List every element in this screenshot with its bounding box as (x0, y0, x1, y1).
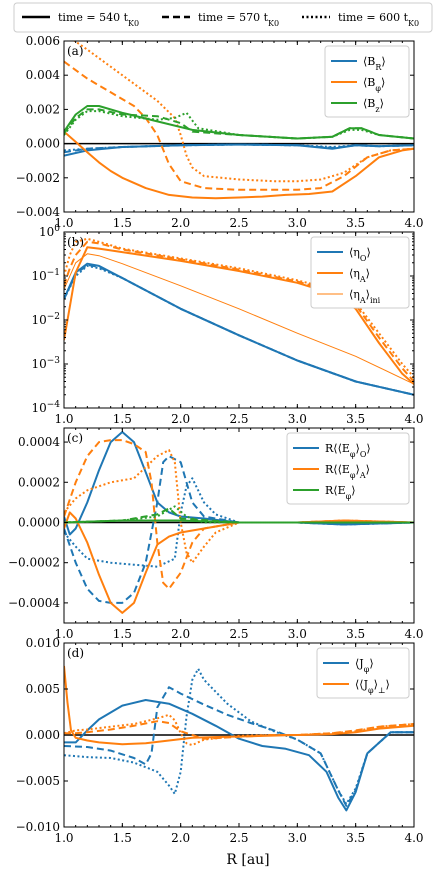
series-line (64, 455, 414, 604)
x-tick-label: 1.5 (113, 831, 132, 845)
x-tick-label: 1.0 (54, 216, 73, 230)
y-tick-label: 0.004 (26, 68, 61, 82)
series-line (64, 477, 414, 568)
top-legend-label: time = 600 tK0 (338, 11, 419, 28)
x-tick-label: 3.0 (288, 216, 307, 230)
top-legend: time = 540 tK0 time = 570 tK0 time = 600 t… (13, 2, 433, 33)
y-tick-label: 0.002 (26, 102, 60, 116)
y-tick-label: 0.0004 (18, 435, 60, 449)
x-tick-label: 2.0 (171, 412, 190, 426)
y-tick-label: −0.010 (16, 820, 60, 834)
panel-label: (d) (67, 646, 84, 660)
y-tick-label: 0.010 (26, 636, 60, 650)
panel-label: (c) (67, 431, 83, 445)
y-tick-label: 0.0000 (18, 515, 60, 529)
x-tick-label: 2.0 (171, 216, 190, 230)
y-tick-label: −0.0004 (8, 596, 60, 610)
legend-frame (324, 45, 410, 118)
x-tick-label: 4.0 (404, 831, 423, 845)
y-tick-label: −0.002 (16, 171, 60, 185)
x-tick-label: 3.0 (288, 627, 307, 641)
y-tick-label: −0.004 (16, 205, 61, 219)
panel-label: (b) (67, 235, 84, 249)
panel-a: 1.0 1.5 2.0 2.5 3.0 3.5 4.0 −0.004 −0.002 0.000 0.… (16, 34, 424, 230)
series-line (64, 246, 414, 385)
x-tick-label: 4.0 (404, 216, 423, 230)
y-tick-label: 0.006 (26, 34, 60, 48)
y-tick-label: 10−2 (31, 312, 60, 327)
x-tick-label: 1.5 (113, 627, 132, 641)
x-tick-label: 3.0 (288, 412, 307, 426)
x-tick-label: 1.5 (113, 412, 132, 426)
x-tick-label: 4.0 (404, 412, 423, 426)
series-line (64, 110, 414, 140)
legend-frame (310, 236, 410, 309)
series-line (64, 264, 414, 396)
x-axis-label: R [au] (226, 852, 269, 868)
series-line (64, 130, 414, 200)
legend-label: ⟨Bz⟩ (363, 97, 384, 114)
series-line (64, 720, 414, 740)
top-legend-label: time = 570 tK0 (198, 11, 279, 28)
x-tick-label: 2.5 (229, 627, 248, 641)
series-group (64, 665, 414, 812)
series-line (64, 699, 414, 812)
x-tick-label: 4.0 (404, 627, 423, 641)
x-tick-label: 2.0 (171, 627, 190, 641)
top-legend-frame (13, 2, 433, 33)
panels: 1.0 1.5 2.0 2.5 3.0 3.5 4.0 −0.004 −0.002 0.000 0.… (8, 34, 424, 845)
y-tick-label: 10−1 (31, 268, 60, 283)
series-line (64, 507, 414, 524)
y-tick-label: 0.000 (26, 137, 60, 151)
series-line (64, 263, 414, 396)
panel-b: 1.0 1.5 2.0 2.5 3.0 3.5 4.010−410−310−210−1100… (31, 224, 423, 426)
series-line (72, 41, 414, 183)
panel-c: 1.0 1.5 2.0 2.5 3.0 3.5 4.0 −0.0004 −0.0002 0.000… (8, 427, 424, 641)
legend-label: ⟨ηA⟩ (349, 267, 370, 284)
panel-label: (a) (67, 44, 84, 58)
x-tick-label: 2.5 (229, 216, 248, 230)
series-line (64, 143, 414, 152)
x-tick-label: 1.0 (54, 412, 73, 426)
series-group (64, 41, 414, 200)
legend-frame (316, 647, 410, 699)
legend-label: R⟨⟨Eφ⟩O⟩ (325, 442, 371, 459)
x-tick-label: 1.0 (54, 627, 73, 641)
x-tick-label: 3.5 (346, 627, 365, 641)
panel-d: 1.0 1.5 2.0 2.5 3.0 3.5 4.0 −0.010 −0.005 0.000 0.… (16, 636, 424, 845)
x-tick-label: 3.5 (346, 831, 365, 845)
x-tick-label: 3.0 (288, 831, 307, 845)
x-tick-label: 3.5 (346, 216, 365, 230)
y-tick-label: 10−3 (31, 356, 60, 371)
legend-frame (286, 432, 410, 505)
series-line (64, 240, 414, 383)
y-tick-label: −0.0002 (8, 556, 60, 570)
y-tick-label: 0.005 (26, 682, 60, 696)
series-line (64, 667, 414, 805)
series-group (64, 431, 414, 614)
y-tick-label: 100 (39, 224, 60, 239)
series-line (64, 253, 414, 385)
x-tick-label: 3.5 (346, 412, 365, 426)
series-line (64, 505, 414, 524)
x-tick-label: 2.5 (229, 412, 248, 426)
y-tick-label: 0.000 (26, 728, 60, 742)
y-tick-label: −0.005 (16, 774, 60, 788)
x-tick-label: 2.0 (171, 831, 190, 845)
series-line (64, 665, 414, 746)
series-group (64, 237, 414, 396)
series-line (64, 108, 414, 140)
legend-label: R⟨⟨Eφ⟩A⟩ (325, 463, 370, 480)
legend-label: ⟨Jφ⟩ (355, 657, 374, 674)
y-tick-label: 0.0002 (18, 475, 60, 489)
x-tick-label: 2.5 (229, 831, 248, 845)
x-tick-label: 1.0 (54, 831, 73, 845)
top-legend-label: time = 540 tK0 (58, 11, 139, 28)
series-line (64, 713, 414, 747)
series-line (64, 686, 414, 807)
x-tick-label: 1.5 (113, 216, 132, 230)
